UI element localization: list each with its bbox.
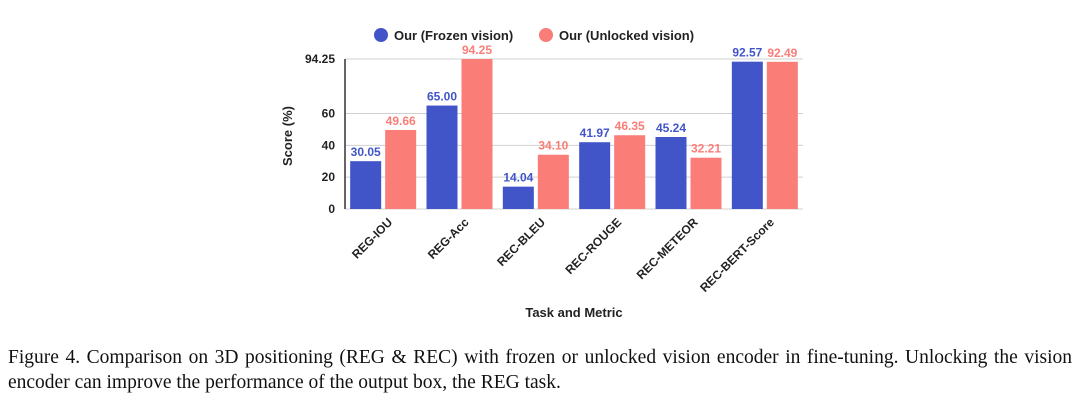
bar-value-label: 32.21 [691, 142, 721, 156]
x-tick-label: REG-Acc [425, 215, 472, 262]
bar-value-label: 30.05 [351, 145, 381, 159]
chart-grid [345, 58, 803, 210]
legend-marker [374, 28, 388, 42]
legend-marker [539, 28, 553, 42]
bar-value-label: 14.04 [503, 171, 533, 185]
bar [731, 61, 763, 210]
bar-value-label: 65.00 [427, 90, 457, 104]
bar [655, 137, 687, 209]
x-tick-label: REC-BERT-Score [697, 215, 777, 295]
x-tick-label: REC-METEOR [634, 215, 701, 282]
bar [461, 59, 493, 209]
figure-caption: Figure 4. Comparison on 3D positioning (… [8, 347, 1072, 393]
y-tick-label: 94.25 [305, 52, 335, 66]
bar [502, 186, 534, 209]
bar [426, 105, 458, 209]
bar-value-label: 94.25 [462, 43, 492, 57]
bar [690, 157, 722, 209]
bar [579, 142, 611, 209]
bar-value-label: 92.57 [732, 46, 762, 60]
y-axis-label: Score (%) [280, 106, 295, 166]
x-tick-label: REC-ROUGE [563, 215, 625, 277]
chart-bars [350, 59, 798, 210]
bar [537, 154, 569, 209]
bar [766, 61, 798, 210]
bar-value-label: 34.10 [538, 139, 568, 153]
bar [350, 161, 382, 209]
legend-label: Our (Frozen vision) [394, 28, 513, 43]
legend-label: Our (Unlocked vision) [559, 28, 694, 43]
bar-value-label: 41.97 [580, 126, 610, 140]
y-tick-label: 40 [322, 138, 336, 152]
bar-value-label: 92.49 [767, 46, 797, 60]
bar-value-label: 46.35 [615, 119, 645, 133]
chart-legend: Our (Frozen vision) Our (Unlocked vision) [374, 28, 694, 43]
bar-value-label: 45.24 [656, 121, 686, 135]
y-tick-label: 20 [322, 170, 336, 184]
x-tick-label: REG-IOU [349, 215, 395, 261]
x-axis-label: Task and Metric [525, 305, 622, 320]
y-tick-label: 0 [328, 202, 335, 216]
bar-value-label: 49.66 [386, 114, 416, 128]
bar-chart: Our (Frozen vision) Our (Unlocked vision)… [280, 28, 803, 320]
y-tick-label: 60 [322, 107, 336, 121]
bar [614, 135, 646, 209]
bar [385, 129, 417, 209]
x-tick-label: REC-BLEU [494, 215, 548, 269]
chart-value-labels: 30.05 49.66 65.00 94.25 14.04 34.10 41.97 46.35… [351, 43, 798, 185]
